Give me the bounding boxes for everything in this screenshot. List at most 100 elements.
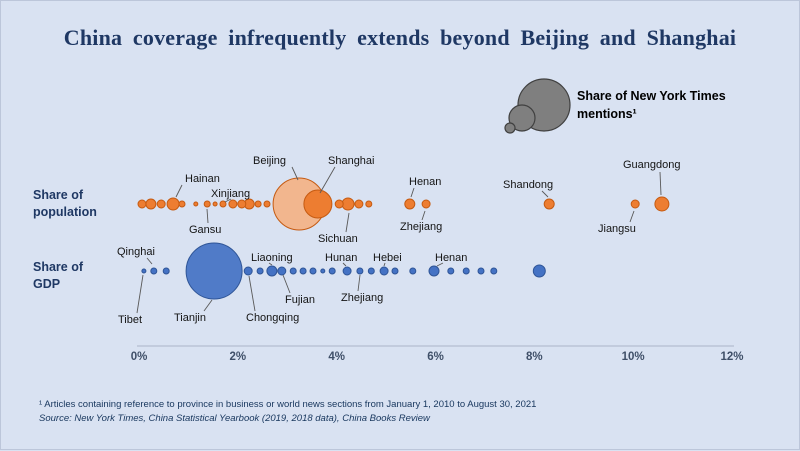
- bubble: [145, 198, 157, 210]
- leader-line: [268, 262, 273, 266]
- province-label: Guangdong: [623, 159, 681, 171]
- province-label: Tianjin: [174, 312, 206, 324]
- leader-line: [410, 187, 415, 198]
- leader-line: [282, 274, 291, 294]
- bubble: [320, 268, 326, 274]
- bubble-henan: [428, 265, 440, 277]
- leader-line: [136, 274, 144, 314]
- bubble: [263, 200, 271, 208]
- x-axis-tick-label: 0%: [131, 351, 148, 363]
- bubble-tibet: [141, 268, 147, 274]
- leader-line: [224, 198, 232, 203]
- leader-line: [383, 262, 386, 267]
- footnote-source: Source: New York Times, China Statistica…: [39, 413, 430, 424]
- leader-line: [357, 274, 361, 292]
- province-label: Henan: [435, 252, 467, 264]
- bubble: [490, 267, 498, 275]
- bubble: [334, 199, 344, 209]
- bubble: [532, 264, 546, 278]
- bubble: [162, 267, 170, 275]
- x-axis-tick-label: 8%: [526, 351, 543, 363]
- bubble-shandong: [543, 198, 555, 210]
- bubble: [193, 201, 199, 207]
- province-label: Henan: [409, 176, 441, 188]
- province-label: Qinghai: [117, 246, 155, 258]
- province-label: Zhejiang: [341, 292, 383, 304]
- bubble: [254, 200, 262, 208]
- bubble: [137, 199, 147, 209]
- province-label: Hebei: [373, 252, 402, 264]
- bubble: [409, 267, 417, 275]
- bubble-xinjiang: [219, 200, 227, 208]
- province-label: Shandong: [503, 179, 553, 191]
- province-label: Xinjiang: [211, 188, 250, 200]
- leader-line: [203, 299, 213, 312]
- bubble-zhejiang: [356, 267, 364, 275]
- province-label: Tibet: [118, 314, 142, 326]
- x-axis-tick-label: 10%: [622, 351, 645, 363]
- leader-line: [421, 210, 426, 221]
- leader-line: [248, 275, 256, 312]
- leader-line: [629, 210, 635, 223]
- province-label: Liaoning: [251, 252, 293, 264]
- bubble-henan: [404, 198, 416, 210]
- bubble: [228, 199, 238, 209]
- x-axis-tick-label: 12%: [720, 351, 743, 363]
- province-label: Beijing: [253, 155, 286, 167]
- bubble: [365, 200, 373, 208]
- row-label-share-of-population: Share of population: [33, 188, 97, 219]
- bubble: [299, 267, 307, 275]
- legend-size-circle: [508, 104, 536, 132]
- bubble-sichuan: [341, 197, 355, 211]
- bubble: [256, 267, 264, 275]
- size-legend-label: Share of New York Times mentions¹: [577, 89, 726, 122]
- bubble: [391, 267, 399, 275]
- bubble-hebei: [379, 266, 389, 276]
- bubble-tianjin: [185, 242, 243, 300]
- bubble-guangdong: [654, 196, 670, 212]
- province-label: Jiangsu: [598, 223, 636, 235]
- row-label-share-of-gdp: Share of GDP: [33, 260, 84, 291]
- legend-size-circle: [504, 122, 516, 134]
- bubble: [212, 201, 218, 207]
- footnote-definition: ¹ Articles containing reference to provi…: [39, 399, 537, 410]
- bubble-hainan: [166, 197, 180, 211]
- bubble-hunan: [342, 266, 352, 276]
- bubble: [309, 267, 317, 275]
- bubble-gansu: [203, 200, 211, 208]
- leader-line: [319, 166, 336, 194]
- bubble: [477, 267, 485, 275]
- bubble-zhejiang: [421, 199, 431, 209]
- province-label: Hainan: [185, 173, 220, 185]
- province-label: Chongqing: [246, 312, 299, 324]
- bubble: [462, 267, 470, 275]
- bubble-qinghai: [150, 267, 158, 275]
- bubble: [354, 199, 364, 209]
- bubble: [178, 200, 186, 208]
- bubble-fujian: [277, 266, 287, 276]
- province-label: Sichuan: [318, 233, 358, 245]
- leader-line: [206, 208, 209, 224]
- province-label: Fujian: [285, 294, 315, 306]
- leader-line: [436, 262, 444, 267]
- leader-line: [659, 171, 662, 196]
- bubble-chongqing: [243, 266, 253, 276]
- leader-line: [291, 166, 299, 181]
- leader-line: [175, 184, 183, 198]
- bubble: [156, 199, 166, 209]
- leader-line: [541, 190, 549, 198]
- leader-line: [342, 262, 347, 267]
- province-label: Hunan: [325, 252, 357, 264]
- province-label: Zhejiang: [400, 221, 442, 233]
- bubble: [328, 267, 336, 275]
- bubble-jiangsu: [630, 199, 640, 209]
- x-axis-tick-label: 6%: [427, 351, 444, 363]
- leader-line: [146, 257, 153, 265]
- bubble: [447, 267, 455, 275]
- bubble-shanghai: [303, 189, 333, 219]
- chart-title: China coverage infrequently extends beyo…: [63, 25, 737, 50]
- bubble-liaoning: [266, 265, 278, 277]
- province-label: Shanghai: [328, 155, 375, 167]
